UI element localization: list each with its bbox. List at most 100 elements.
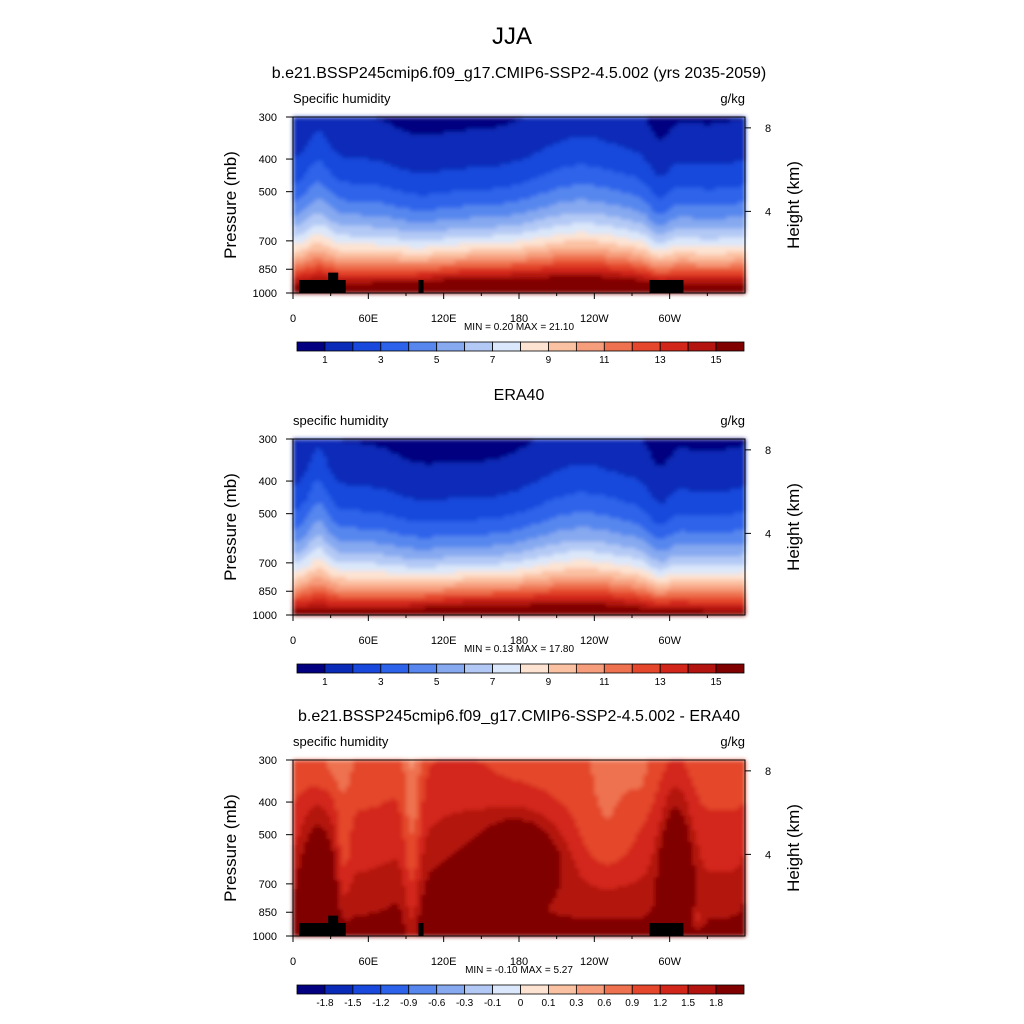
contour-cell (357, 125, 362, 130)
contour-cell (326, 184, 332, 188)
contour-cell (394, 149, 400, 153)
contour-cell (613, 187, 618, 191)
contour-cell (654, 172, 659, 177)
contour-cell (616, 169, 622, 174)
contour-cell (466, 178, 471, 183)
contour-cell (677, 196, 682, 200)
contour-cell (741, 128, 746, 133)
contour-cell (628, 128, 633, 133)
contour-cell (654, 190, 659, 194)
contour-cell (349, 152, 354, 156)
contour-cell (311, 166, 317, 171)
contour-cell (458, 193, 464, 197)
contour-cell (567, 169, 573, 174)
contour-cell (304, 143, 309, 147)
contour-cell (662, 161, 667, 165)
contour-cell (311, 122, 317, 127)
contour-cell (635, 166, 641, 171)
contour-cell (500, 155, 505, 159)
contour-cell (639, 193, 644, 197)
contour-cell (632, 190, 637, 194)
contour-cell (601, 163, 607, 168)
contour-cell (319, 134, 324, 139)
contour-cell (609, 193, 614, 197)
contour-cell (421, 117, 426, 121)
contour-cell (390, 172, 396, 177)
contour-cell (680, 175, 686, 180)
contour-cell (545, 131, 550, 136)
contour-cell (473, 187, 479, 191)
contour-cell (304, 158, 309, 162)
contour-cell (394, 140, 400, 144)
contour-cell (466, 117, 471, 121)
contour-cell (537, 149, 543, 153)
contour-cell (360, 143, 366, 147)
contour-cell (485, 161, 490, 165)
contour-cell (658, 125, 663, 130)
contour-cell (605, 193, 610, 197)
contour-cell (357, 193, 362, 197)
contour-cell (462, 137, 467, 142)
contour-cell (296, 193, 302, 197)
contour-cell (519, 140, 524, 144)
contour-cell (556, 169, 562, 174)
contour-cell (718, 199, 723, 203)
contour-cell (417, 181, 422, 186)
contour-cell (726, 128, 731, 133)
contour-cell (424, 146, 430, 150)
contour-cell (458, 117, 464, 121)
contour-cell (669, 131, 675, 136)
contour-cell (616, 143, 622, 147)
contour-cell (432, 196, 437, 200)
contour-cell (368, 143, 373, 147)
contour-cell (519, 178, 524, 183)
contour-cell (598, 193, 603, 197)
contour-cell (688, 178, 693, 183)
contour-cell (439, 117, 445, 121)
contour-cell (703, 172, 708, 177)
contour-cell (579, 143, 584, 147)
contour-cell (684, 131, 690, 136)
contour-cell (609, 161, 614, 165)
contour-cell (586, 172, 592, 177)
contour-cell (500, 143, 505, 147)
contour-cell (658, 158, 663, 162)
contour-cell (345, 149, 351, 153)
contour-cell (718, 152, 723, 156)
contour-cell (372, 152, 377, 156)
contour-cell (341, 193, 347, 197)
contour-cell (601, 146, 607, 150)
contour-cell (711, 199, 716, 203)
contour-cell (330, 163, 336, 168)
contour-cell (492, 149, 497, 153)
contour-cell (549, 146, 554, 150)
contour-cell (315, 149, 320, 153)
contour-cell (375, 122, 381, 127)
contour-cell (635, 175, 641, 180)
contour-cell (556, 193, 562, 197)
contour-cell (296, 149, 302, 153)
contour-cell (375, 178, 381, 183)
contour-cell (688, 172, 693, 177)
contour-cell (349, 178, 354, 183)
contour-cell (296, 146, 302, 150)
contour-cell (492, 122, 497, 127)
contour-cell (549, 161, 554, 165)
contour-cell (503, 163, 509, 168)
contour-cell (741, 119, 746, 124)
contour-cell (650, 152, 656, 156)
contour-cell (515, 184, 520, 188)
contour-cell (379, 178, 384, 183)
contour-cell (534, 155, 539, 159)
contour-cell (658, 184, 663, 188)
contour-cell (650, 184, 656, 188)
contour-cell (492, 163, 497, 168)
contour-cell (669, 149, 675, 153)
contour-cell (552, 181, 558, 186)
contour-cell (330, 125, 336, 130)
contour-cell (722, 152, 727, 156)
contour-cell (673, 143, 678, 147)
contour-cell (567, 178, 573, 183)
contour-cell (616, 172, 622, 177)
contour-cell (564, 122, 569, 127)
